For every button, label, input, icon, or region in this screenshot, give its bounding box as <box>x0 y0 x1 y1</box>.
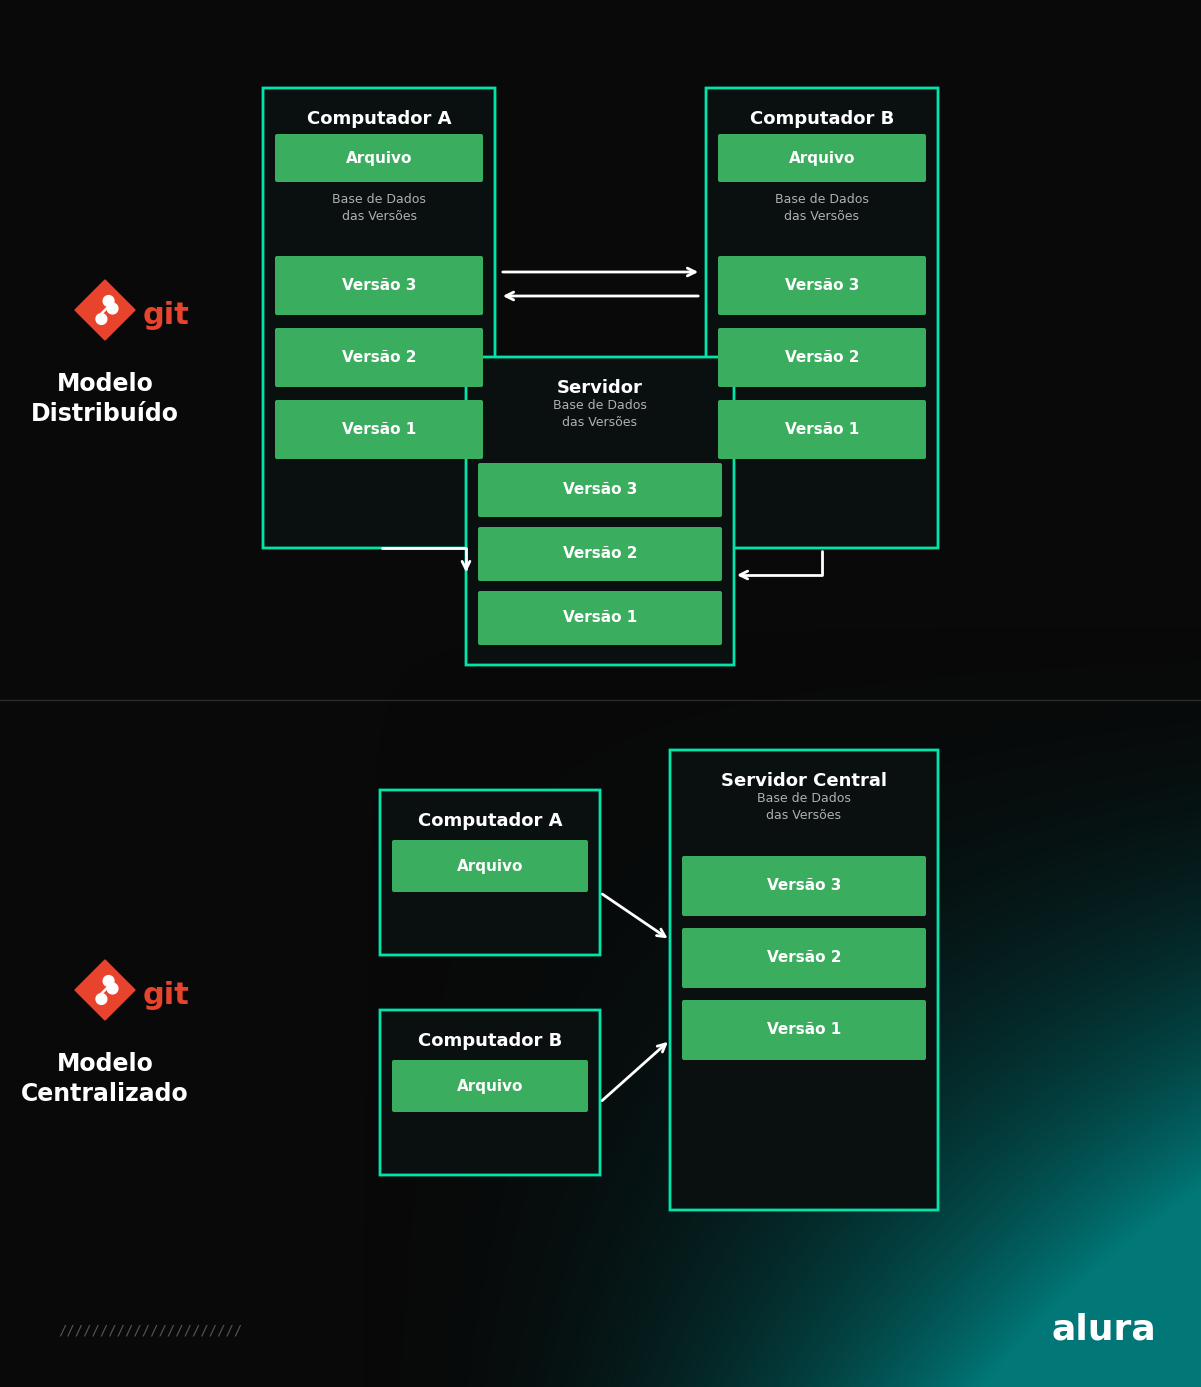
FancyBboxPatch shape <box>392 841 588 892</box>
Circle shape <box>103 975 114 986</box>
FancyBboxPatch shape <box>478 463 722 517</box>
Circle shape <box>96 993 107 1004</box>
FancyBboxPatch shape <box>718 327 926 387</box>
Text: Arquivo: Arquivo <box>346 151 412 165</box>
Text: Arquivo: Arquivo <box>456 859 524 874</box>
FancyBboxPatch shape <box>478 527 722 581</box>
FancyBboxPatch shape <box>718 257 926 315</box>
Text: Versão 3: Versão 3 <box>342 277 417 293</box>
Text: Servidor Central: Servidor Central <box>721 773 888 791</box>
Text: Versão 1: Versão 1 <box>342 422 416 437</box>
Circle shape <box>103 295 114 307</box>
Text: Base de Dados
das Versões: Base de Dados das Versões <box>757 792 852 822</box>
Text: Base de Dados
das Versões: Base de Dados das Versões <box>554 399 647 429</box>
Text: Computador A: Computador A <box>418 811 562 829</box>
FancyBboxPatch shape <box>263 87 495 548</box>
FancyBboxPatch shape <box>706 87 938 548</box>
Text: Computador A: Computador A <box>306 110 452 128</box>
Circle shape <box>107 983 118 994</box>
Text: Base de Dados
das Versões: Base de Dados das Versões <box>331 193 426 223</box>
Text: Versão 2: Versão 2 <box>784 350 859 365</box>
Text: Servidor: Servidor <box>557 379 643 397</box>
Text: Versão 2: Versão 2 <box>563 546 638 562</box>
Text: Versão 3: Versão 3 <box>784 277 859 293</box>
Text: Versão 2: Versão 2 <box>766 950 841 965</box>
Circle shape <box>96 313 107 325</box>
Text: Versão 1: Versão 1 <box>785 422 859 437</box>
Text: Versão 3: Versão 3 <box>563 483 638 498</box>
FancyBboxPatch shape <box>682 1000 926 1060</box>
Polygon shape <box>74 960 135 1019</box>
FancyBboxPatch shape <box>718 135 926 182</box>
FancyBboxPatch shape <box>670 750 938 1209</box>
FancyBboxPatch shape <box>275 327 483 387</box>
Text: alura: alura <box>1051 1313 1157 1347</box>
FancyBboxPatch shape <box>275 257 483 315</box>
Text: Versão 3: Versão 3 <box>766 878 841 893</box>
FancyBboxPatch shape <box>478 591 722 645</box>
FancyBboxPatch shape <box>392 1060 588 1112</box>
Polygon shape <box>74 280 135 340</box>
Text: Versão 1: Versão 1 <box>767 1022 841 1037</box>
FancyBboxPatch shape <box>682 928 926 988</box>
FancyBboxPatch shape <box>718 399 926 459</box>
FancyBboxPatch shape <box>275 135 483 182</box>
Text: //////////////////////: ////////////////////// <box>58 1323 243 1337</box>
Text: git: git <box>143 981 190 1010</box>
Text: Versão 1: Versão 1 <box>563 610 637 626</box>
Text: Arquivo: Arquivo <box>456 1079 524 1093</box>
FancyBboxPatch shape <box>466 356 734 664</box>
Text: Computador B: Computador B <box>749 110 894 128</box>
FancyBboxPatch shape <box>275 399 483 459</box>
Text: git: git <box>143 301 190 330</box>
Text: Modelo
Centralizado: Modelo Centralizado <box>22 1051 189 1105</box>
Text: Base de Dados
das Versões: Base de Dados das Versões <box>775 193 870 223</box>
FancyBboxPatch shape <box>380 1010 600 1175</box>
Text: Computador B: Computador B <box>418 1032 562 1050</box>
Text: Modelo
Distribuído: Modelo Distribuído <box>31 372 179 426</box>
FancyBboxPatch shape <box>380 791 600 956</box>
Circle shape <box>107 304 118 313</box>
FancyBboxPatch shape <box>682 856 926 915</box>
Text: Arquivo: Arquivo <box>789 151 855 165</box>
Text: Versão 2: Versão 2 <box>342 350 417 365</box>
